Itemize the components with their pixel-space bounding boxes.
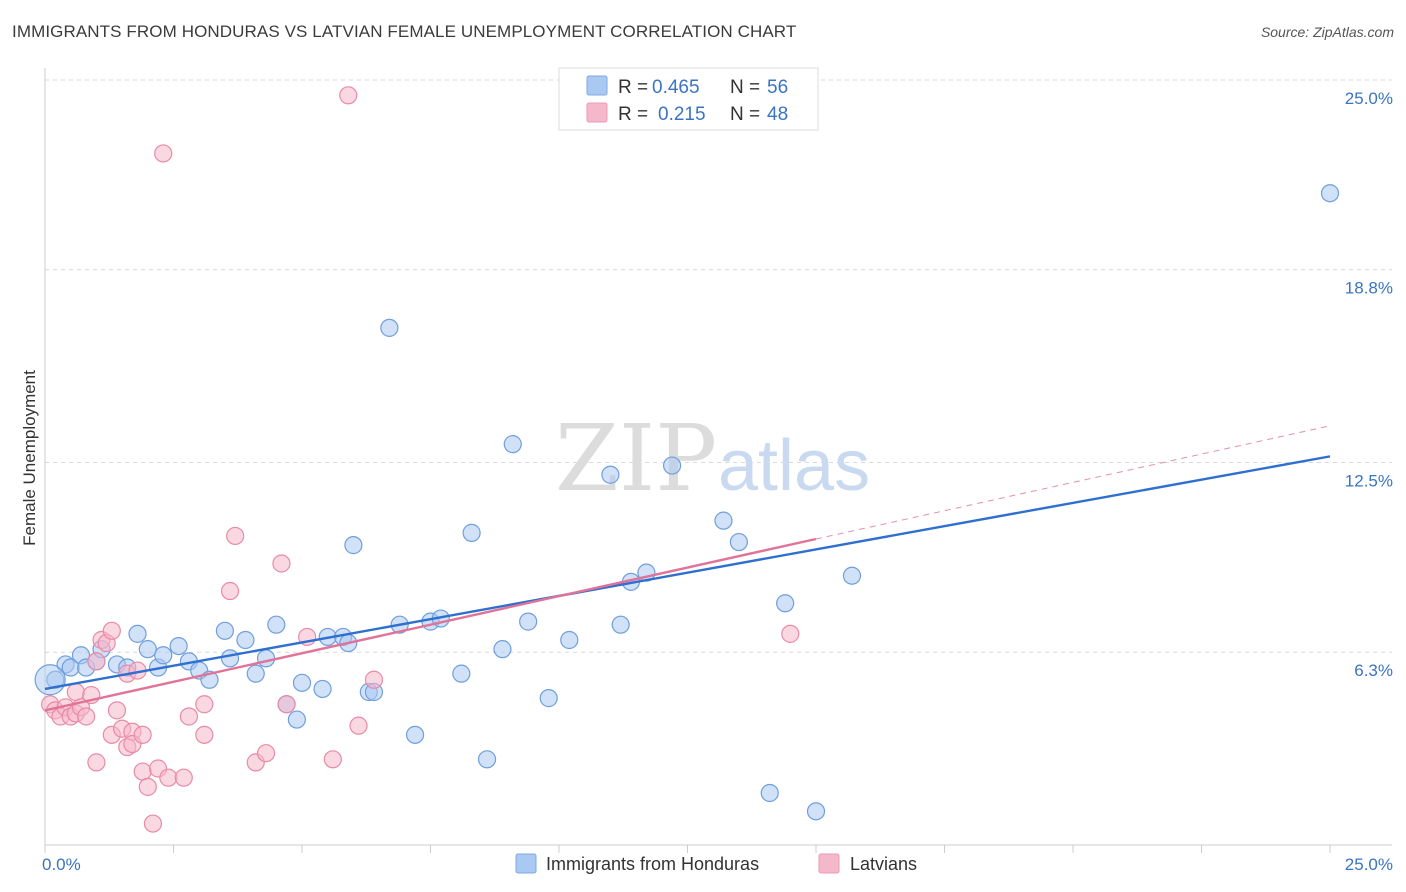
trend-lines [44, 425, 1331, 712]
point-latvians-14 [102, 621, 121, 640]
tick-labels: 6.3% 12.5% 18.8% 25.0% 0.0% 25.0% [42, 89, 1393, 874]
point-honduras-40 [477, 750, 497, 769]
y-axis-label: Female Unemployment [20, 370, 39, 546]
point-honduras-56 [842, 566, 862, 585]
watermark: ZIP atlas [555, 405, 870, 512]
point-honduras-53 [760, 783, 779, 803]
point-honduras-57 [1320, 184, 1340, 203]
point-latvians-39 [277, 695, 296, 714]
point-latvians-10 [87, 652, 106, 671]
chart-source: Source: ZipAtlas.com [1260, 24, 1394, 40]
trend-line-latvians [44, 537, 817, 712]
point-latvians-25 [138, 777, 157, 796]
trend-line-latvians-extension [815, 425, 1331, 540]
point-latvians-28 [154, 144, 173, 163]
point-latvians-23 [133, 725, 152, 744]
legend-r-value-1: 0.465 [652, 77, 700, 98]
point-latvians-8 [77, 707, 96, 726]
point-latvians-45 [781, 624, 800, 643]
point-honduras-19 [236, 630, 255, 650]
x-tick-label-0: 0.0% [42, 855, 81, 874]
point-latvians-29 [159, 768, 178, 787]
point-honduras-52 [729, 532, 749, 552]
axes [44, 68, 1392, 853]
point-honduras-33 [380, 318, 399, 337]
point-latvians-41 [323, 750, 342, 769]
point-honduras-18 [220, 649, 240, 668]
y-tick-label-0: 6.3% [1354, 661, 1393, 680]
point-honduras-35 [405, 725, 425, 744]
point-latvians-43 [349, 716, 368, 735]
point-honduras-45 [560, 630, 579, 650]
point-latvians-31 [179, 707, 199, 726]
watermark-atlas: atlas [718, 426, 870, 506]
point-honduras-55 [806, 802, 826, 821]
legend-n-label-2: N = [730, 104, 760, 125]
point-latvians-44 [364, 670, 384, 689]
point-honduras-43 [519, 612, 538, 631]
legend-n-label-1: N = [730, 77, 760, 98]
point-latvians-34 [220, 581, 240, 601]
point-latvians-35 [226, 526, 245, 546]
point-latvians-38 [272, 554, 291, 573]
point-latvians-42 [339, 86, 358, 105]
series-swatch-latvians [818, 853, 840, 874]
point-honduras-22 [267, 615, 286, 634]
y-tick-label-2: 18.8% [1345, 279, 1393, 298]
y-tick-label-1: 12.5% [1345, 472, 1393, 491]
x-tick-label-1: 25.0% [1345, 855, 1393, 874]
point-honduras-12 [154, 646, 173, 665]
point-latvians-32 [195, 725, 214, 744]
legend-r-label-1: R = [618, 77, 648, 98]
legend-n-value-1: 56 [767, 77, 788, 98]
point-latvians-37 [256, 744, 276, 763]
point-honduras-38 [452, 664, 471, 683]
correlation-legend: R = 0.465 N = 56 R = 0.215 N = 48 [558, 67, 819, 131]
series-label-honduras: Immigrants from Honduras [546, 854, 759, 874]
point-honduras-47 [611, 615, 630, 634]
point-honduras-54 [776, 594, 795, 613]
point-honduras-13 [169, 636, 188, 656]
watermark-zip: ZIP [555, 405, 717, 512]
legend-r-label-2: R = [618, 104, 648, 125]
point-latvians-6 [66, 682, 85, 702]
data-points [34, 86, 1340, 833]
point-latvians-33 [195, 695, 214, 714]
series-legend: Immigrants from Honduras Latvians [515, 853, 917, 874]
chart-title: IMMIGRANTS FROM HONDURAS VS LATVIAN FEMA… [12, 22, 797, 41]
point-latvians-26 [143, 814, 163, 833]
y-tick-label-3: 25.0% [1345, 89, 1393, 108]
legend-n-value-2: 48 [767, 104, 788, 125]
point-honduras-17 [215, 621, 234, 640]
point-honduras-21 [256, 649, 276, 668]
legend-r-value-2: 0.215 [658, 104, 706, 125]
point-latvians-30 [174, 768, 193, 787]
point-latvians-16 [107, 701, 127, 720]
series-label-latvians: Latvians [850, 854, 917, 874]
point-honduras-10 [138, 640, 157, 659]
point-honduras-41 [493, 640, 512, 659]
point-honduras-cluster [34, 664, 66, 696]
point-honduras-51 [714, 511, 733, 530]
point-honduras-26 [313, 679, 332, 699]
series-swatch-honduras [515, 853, 537, 874]
point-honduras-9 [128, 624, 147, 643]
point-honduras-39 [462, 523, 481, 542]
point-honduras-50 [662, 456, 682, 475]
point-honduras-46 [601, 465, 620, 484]
point-honduras-24 [287, 710, 306, 729]
point-honduras-20 [246, 664, 265, 683]
trend-line-honduras [44, 455, 1331, 691]
point-honduras-42 [503, 435, 522, 454]
point-latvians-11 [87, 753, 106, 772]
point-honduras-25 [292, 673, 312, 692]
legend-swatch-honduras [586, 75, 608, 96]
legend-swatch-latvians [586, 102, 608, 123]
point-latvians-24 [133, 762, 152, 781]
point-honduras-44 [539, 689, 558, 708]
point-honduras-30 [344, 536, 363, 555]
